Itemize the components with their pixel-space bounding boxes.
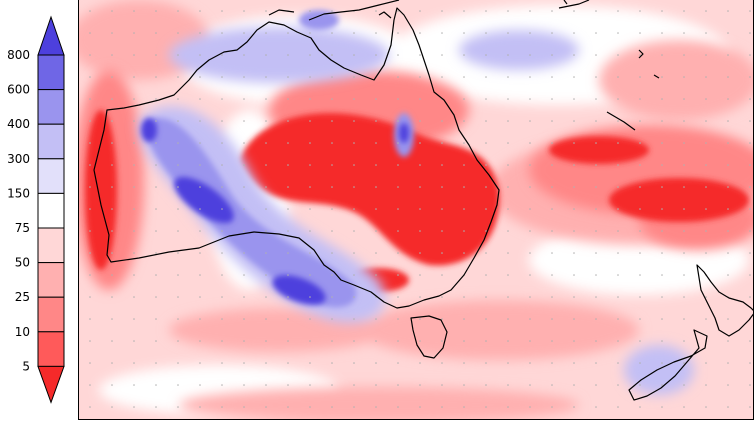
- colorbar-swatch: [37, 296, 65, 333]
- coastline-new-zealand-south: [628, 329, 708, 401]
- colorbar-label: 300: [7, 152, 30, 166]
- coastlines: [93, 0, 753, 401]
- colorbar-label: 800: [7, 48, 30, 62]
- grid-dots: [79, 0, 753, 419]
- coastline-cape-york: [378, 11, 392, 19]
- colorbar-labels: 800 600 400 300 150 75 50 25 10 5: [7, 48, 30, 373]
- coastline-tasmania: [410, 315, 448, 359]
- coastline-pacific-island-2: [653, 74, 660, 79]
- colorbar-swatch: [37, 54, 65, 91]
- colorbar-label: 400: [7, 117, 30, 131]
- coastline-pacific-island-3: [563, 0, 568, 5]
- colorbar-label: 10: [15, 325, 30, 339]
- colorbar-legend: 800 600 400 300 150 75 50 25 10 5: [7, 15, 65, 404]
- colorbar-label: 50: [15, 256, 30, 270]
- anomaly-map: [79, 0, 753, 419]
- colorbar-swatch: [37, 331, 65, 367]
- colorbar-swatch: [37, 89, 65, 125]
- colorbar-label: 5: [22, 359, 30, 373]
- colorbar-swatch: [37, 158, 65, 194]
- map-panel: [78, 0, 754, 420]
- colorbar-label: 600: [7, 83, 30, 97]
- colorbar-bottom-arrow: [37, 365, 65, 404]
- colorbar-top-arrow: [37, 15, 65, 56]
- colorbar-swatch: [37, 192, 65, 229]
- colorbar-label: 150: [7, 186, 30, 200]
- coastline-new-guinea-east: [558, 0, 590, 9]
- colorbar-swatches: [37, 15, 65, 404]
- colorbar-swatch: [37, 227, 65, 264]
- coastline-indonesia: [268, 9, 295, 16]
- colorbar-swatch: [37, 262, 65, 298]
- coastline-new-zealand-north: [696, 264, 753, 337]
- coastline-new-guinea: [308, 0, 400, 21]
- colorbar-swatch: [37, 123, 65, 160]
- coastline-new-caledonia: [606, 111, 636, 131]
- coastline-australia: [93, 7, 500, 309]
- colorbar-label: 75: [15, 221, 30, 235]
- coastline-pacific-island-1: [638, 49, 644, 59]
- colorbar-label: 25: [15, 290, 30, 304]
